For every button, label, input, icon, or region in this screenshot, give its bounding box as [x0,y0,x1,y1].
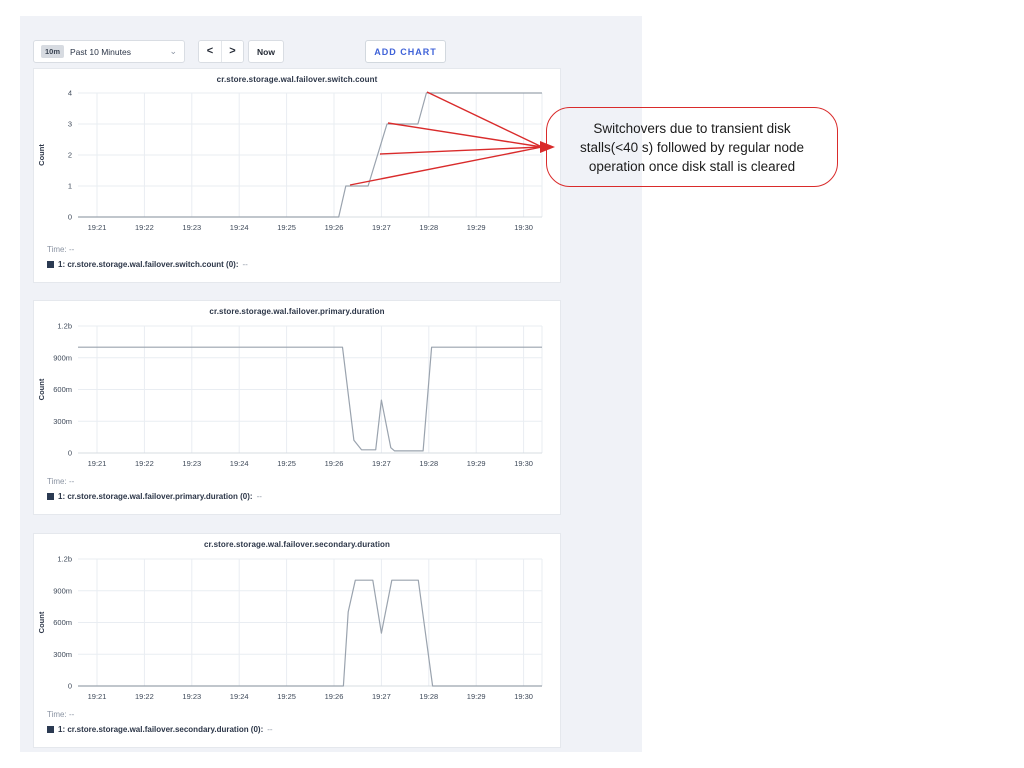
chart-canvas[interactable]: 19:21 19:22 19:23 19:24 19:25 19:26 19:27 19:28… [34,552,562,718]
svg-text:19:27: 19:27 [372,692,391,701]
legend-series-row[interactable]: 1: cr.store.storage.wal.failover.seconda… [47,725,273,734]
legend-time-row: Time: -- [47,245,248,254]
svg-text:19:30: 19:30 [514,223,533,232]
svg-text:19:29: 19:29 [467,692,486,701]
svg-text:900m: 900m [53,353,72,362]
legend-series-value: -- [267,725,273,734]
svg-text:19:27: 19:27 [372,223,391,232]
legend-series-row[interactable]: 1: cr.store.storage.wal.failover.primary… [47,492,262,501]
chart-canvas[interactable]: 19:21 19:22 19:23 19:24 19:25 19:26 19:27 19:28… [34,319,562,485]
svg-text:19:30: 19:30 [514,459,533,468]
svg-text:19:29: 19:29 [467,459,486,468]
svg-text:900m: 900m [53,586,72,595]
legend-series-row[interactable]: 1: cr.store.storage.wal.failover.switch.… [47,260,248,269]
legend-time-value: -- [68,477,75,486]
svg-text:0: 0 [68,449,72,458]
svg-text:1.2b: 1.2b [57,555,72,564]
chart-legend: Time: -- 1: cr.store.storage.wal.failove… [47,477,262,501]
next-time-button[interactable]: > [221,41,243,62]
y-axis-label: Count [37,378,46,400]
time-nav-group: < > [198,40,244,63]
series-swatch-icon [47,261,54,268]
series-swatch-icon [47,493,54,500]
time-range-selector[interactable]: 10m Past 10 Minutes ⌄ [33,40,185,63]
svg-text:19:26: 19:26 [325,223,344,232]
svg-text:19:25: 19:25 [277,223,296,232]
series-swatch-icon [47,726,54,733]
svg-text:19:25: 19:25 [277,692,296,701]
prev-time-button[interactable]: < [199,41,221,62]
series-line [78,579,542,687]
time-range-badge: 10m [41,45,65,58]
legend-time-value: -- [68,245,75,254]
legend-series-value: -- [256,492,262,501]
legend-series-label: 1: cr.store.storage.wal.failover.seconda… [58,725,264,734]
time-range-label: Past 10 Minutes [70,46,131,57]
svg-text:2: 2 [68,151,72,160]
svg-text:19:21: 19:21 [88,223,107,232]
chart-legend: Time: -- 1: cr.store.storage.wal.failove… [47,710,273,734]
svg-text:19:23: 19:23 [182,223,201,232]
chart-card-secondary-duration: cr.store.storage.wal.failover.secondary.… [33,533,561,748]
legend-series-value: -- [242,260,248,269]
chevron-down-icon: ⌄ [169,46,177,56]
svg-text:300m: 300m [53,417,72,426]
legend-time-label: Time: [47,710,67,719]
svg-text:1.2b: 1.2b [57,322,72,331]
add-chart-button[interactable]: ADD CHART [365,40,446,63]
chart-legend: Time: -- 1: cr.store.storage.wal.failove… [47,245,248,269]
svg-text:19:26: 19:26 [325,692,344,701]
svg-text:19:22: 19:22 [135,223,154,232]
chart-canvas[interactable]: 19:21 19:22 19:23 19:24 19:25 19:26 19:27 19:28… [34,87,562,253]
svg-text:19:24: 19:24 [230,692,249,701]
svg-text:19:24: 19:24 [230,459,249,468]
svg-text:19:23: 19:23 [182,459,201,468]
chart-card-switch-count: cr.store.storage.wal.failover.switch.cou… [33,68,561,283]
svg-text:19:21: 19:21 [88,459,107,468]
legend-time-row: Time: -- [47,710,273,719]
y-axis-label: Count [37,144,46,166]
svg-text:3: 3 [68,120,72,129]
chart-title: cr.store.storage.wal.failover.primary.du… [209,307,385,316]
legend-time-value: -- [68,710,75,719]
svg-text:600m: 600m [53,618,72,627]
svg-text:19:25: 19:25 [277,459,296,468]
svg-text:19:30: 19:30 [514,692,533,701]
legend-time-label: Time: [47,245,67,254]
series-line [78,346,542,452]
svg-text:19:27: 19:27 [372,459,391,468]
svg-text:1: 1 [68,182,72,191]
svg-text:300m: 300m [53,650,72,659]
chart-title: cr.store.storage.wal.failover.switch.cou… [216,75,378,84]
svg-text:19:22: 19:22 [135,459,154,468]
svg-text:19:28: 19:28 [419,223,438,232]
svg-text:19:28: 19:28 [419,692,438,701]
legend-series-label: 1: cr.store.storage.wal.failover.switch.… [58,260,239,269]
svg-text:0: 0 [68,682,72,691]
now-button[interactable]: Now [248,40,284,63]
svg-text:19:22: 19:22 [135,692,154,701]
annotation-text: Switchovers due to transient disk stalls… [580,120,804,174]
svg-text:19:28: 19:28 [419,459,438,468]
legend-time-label: Time: [47,477,67,486]
y-axis-label: Count [37,611,46,633]
svg-text:19:21: 19:21 [88,692,107,701]
svg-text:4: 4 [68,89,72,98]
legend-time-row: Time: -- [47,477,262,486]
legend-series-label: 1: cr.store.storage.wal.failover.primary… [58,492,253,501]
svg-text:19:23: 19:23 [182,692,201,701]
annotation-callout: Switchovers due to transient disk stalls… [546,107,838,187]
svg-text:19:26: 19:26 [325,459,344,468]
chart-title: cr.store.storage.wal.failover.secondary.… [203,540,391,549]
svg-text:19:24: 19:24 [230,223,249,232]
svg-text:19:29: 19:29 [467,223,486,232]
chart-card-primary-duration: cr.store.storage.wal.failover.primary.du… [33,300,561,515]
svg-text:0: 0 [68,213,72,222]
svg-text:600m: 600m [53,385,72,394]
